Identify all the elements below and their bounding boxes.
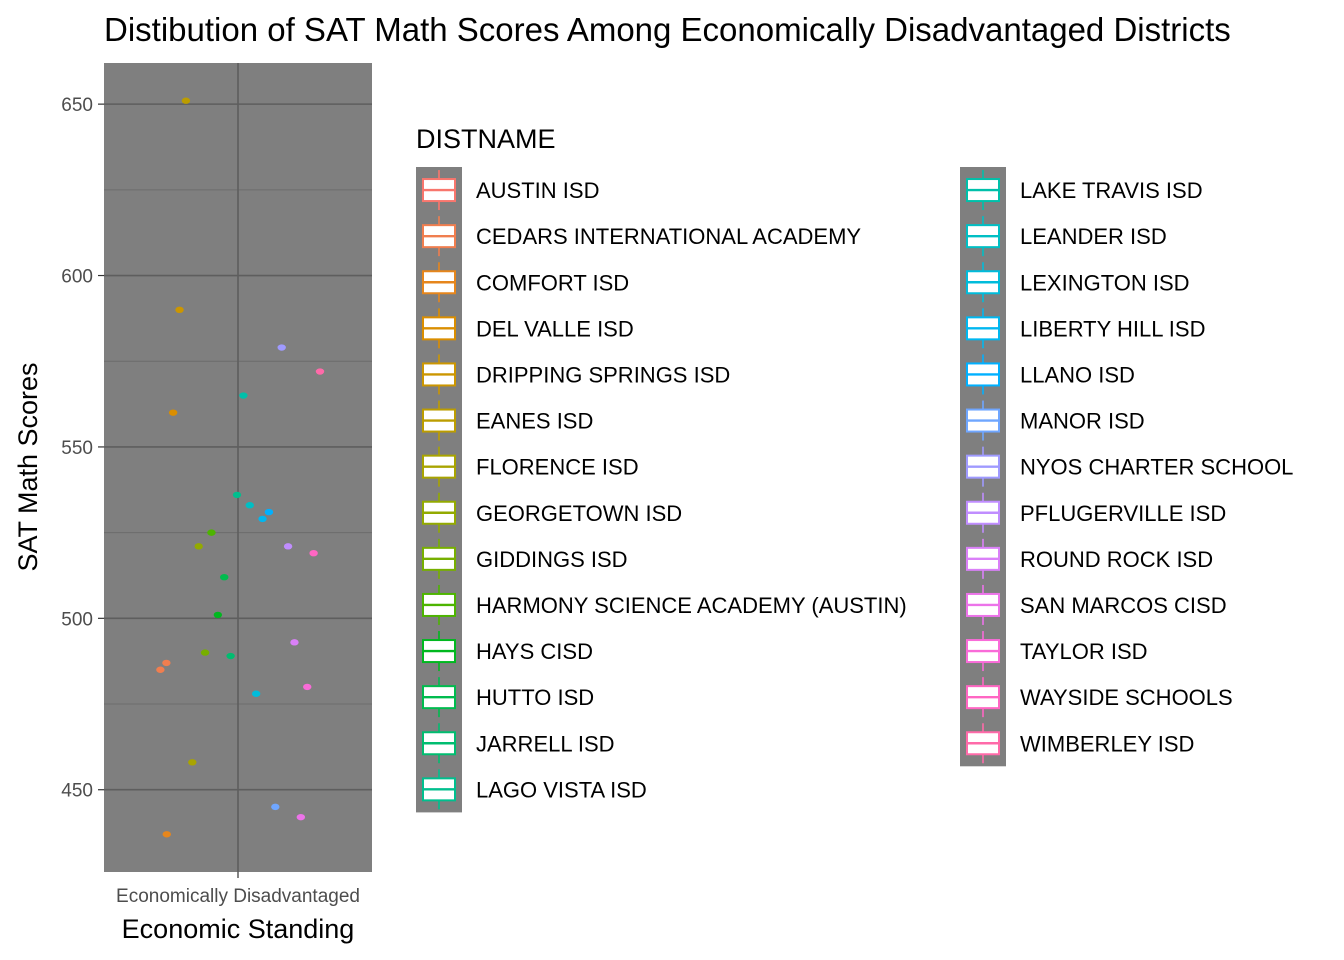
legend-item: LIBERTY HILL ISD	[966, 308, 1205, 349]
data-point	[188, 759, 197, 766]
legend-item: LEXINGTON ISD	[966, 262, 1190, 303]
legend-item: GIDDINGS ISD	[422, 538, 628, 579]
y-tick-label: 500	[61, 609, 93, 630]
legend-label: DRIPPING SPRINGS ISD	[476, 362, 730, 387]
legend-label: LLANO ISD	[1020, 362, 1135, 387]
data-point	[162, 831, 171, 838]
data-point	[200, 649, 210, 656]
legend-title: DISTNAME	[416, 124, 556, 154]
data-point	[175, 306, 184, 314]
legend-item: PFLUGERVILLE ISD	[966, 492, 1226, 533]
legend-label: DEL VALLE ISD	[476, 316, 634, 341]
legend-label: ROUND ROCK ISD	[1020, 547, 1213, 572]
data-point	[277, 344, 286, 351]
data-point	[258, 515, 267, 523]
data-point	[251, 690, 261, 697]
legend-label: LAKE TRAVIS ISD	[1020, 178, 1203, 203]
legend-label: LAGO VISTA ISD	[476, 777, 647, 802]
data-point	[271, 803, 280, 811]
legend-label: HARMONY SCIENCE ACADEMY (AUSTIN)	[476, 593, 907, 618]
legend-label: SAN MARCOS CISD	[1020, 593, 1227, 618]
data-point	[239, 392, 248, 399]
x-axis-title: Economic Standing	[122, 914, 355, 944]
legend-label: CEDARS INTERNATIONAL ACADEMY	[476, 224, 861, 249]
legend-label: WIMBERLEY ISD	[1020, 731, 1194, 756]
legend-label: MANOR ISD	[1020, 409, 1145, 434]
legend-item: HAYS CISD	[422, 631, 593, 672]
legend-item: GEORGETOWN ISD	[422, 492, 682, 533]
legend-item: CEDARS INTERNATIONAL ACADEMY	[422, 216, 861, 257]
legend-item: WAYSIDE SCHOOLS	[966, 677, 1233, 718]
legend-label: HUTTO ISD	[476, 685, 594, 710]
y-tick-label: 550	[61, 438, 93, 459]
legend-label: GIDDINGS ISD	[476, 547, 628, 572]
legend-label: LIBERTY HILL ISD	[1020, 316, 1205, 341]
data-point	[264, 508, 274, 516]
legend-label: PFLUGERVILLE ISD	[1020, 501, 1226, 526]
data-point	[283, 543, 293, 550]
y-axis-title: SAT Math Scores	[13, 362, 43, 571]
legend-item: LLANO ISD	[966, 354, 1135, 395]
y-tick-label: 450	[61, 781, 93, 802]
legend-item: LAKE TRAVIS ISD	[966, 170, 1203, 211]
legend-item: HARMONY SCIENCE ACADEMY (AUSTIN)	[422, 584, 907, 625]
legend: AUSTIN ISD CEDARS INTERNATIONAL ACADEMY CO…	[416, 167, 1293, 813]
data-point	[245, 502, 254, 509]
data-point	[226, 652, 235, 660]
legend-label: COMFORT ISD	[476, 270, 629, 295]
data-point	[309, 549, 318, 557]
data-points	[156, 97, 325, 838]
legend-label: WAYSIDE SCHOOLS	[1020, 685, 1233, 710]
data-point	[303, 683, 312, 691]
data-point	[162, 659, 171, 667]
data-point	[296, 813, 306, 821]
x-tick-label: Economically Disadvantaged	[116, 886, 360, 907]
legend-item: JARRELL ISD	[422, 723, 615, 764]
legend-item: FLORENCE ISD	[422, 446, 639, 487]
legend-item: COMFORT ISD	[422, 262, 629, 303]
data-point	[220, 573, 229, 581]
legend-item: WIMBERLEY ISD	[966, 723, 1194, 764]
data-point	[232, 491, 242, 499]
grid-lines	[104, 63, 372, 872]
legend-item: TAYLOR ISD	[966, 631, 1148, 672]
legend-label: EANES ISD	[476, 409, 593, 434]
legend-item: MANOR ISD	[966, 400, 1145, 441]
legend-item: NYOS CHARTER SCHOOL	[966, 446, 1293, 487]
y-axis: 450 500 550 600 650	[61, 95, 104, 802]
legend-label: HAYS CISD	[476, 639, 593, 664]
legend-label: LEANDER ISD	[1020, 224, 1167, 249]
legend-label: AUSTIN ISD	[476, 178, 599, 203]
data-point	[156, 666, 165, 673]
legend-label: JARRELL ISD	[476, 731, 615, 756]
data-point	[213, 611, 223, 619]
legend-item: DEL VALLE ISD	[422, 308, 634, 349]
data-point	[194, 543, 203, 550]
legend-item: DRIPPING SPRINGS ISD	[422, 354, 730, 395]
legend-item: ROUND ROCK ISD	[966, 538, 1213, 579]
legend-item: AUSTIN ISD	[422, 170, 599, 211]
legend-item: HUTTO ISD	[422, 677, 594, 718]
legend-item: LEANDER ISD	[966, 216, 1167, 257]
data-point	[181, 97, 191, 104]
legend-label: NYOS CHARTER SCHOOL	[1020, 455, 1293, 480]
data-point	[207, 529, 216, 536]
legend-item: EANES ISD	[422, 400, 593, 441]
data-point	[315, 368, 325, 375]
legend-label: LEXINGTON ISD	[1020, 270, 1190, 295]
legend-label: FLORENCE ISD	[476, 455, 639, 480]
y-tick-label: 600	[61, 267, 93, 288]
data-point	[168, 409, 178, 416]
x-axis: Economically Disadvantaged	[116, 872, 360, 907]
data-point	[290, 639, 299, 646]
y-tick-label: 650	[61, 95, 93, 116]
legend-label: TAYLOR ISD	[1020, 639, 1148, 664]
legend-item: LAGO VISTA ISD	[422, 769, 647, 810]
chart-title: Distibution of SAT Math Scores Among Eco…	[104, 11, 1231, 48]
legend-item: SAN MARCOS CISD	[966, 584, 1227, 625]
legend-label: GEORGETOWN ISD	[476, 501, 682, 526]
